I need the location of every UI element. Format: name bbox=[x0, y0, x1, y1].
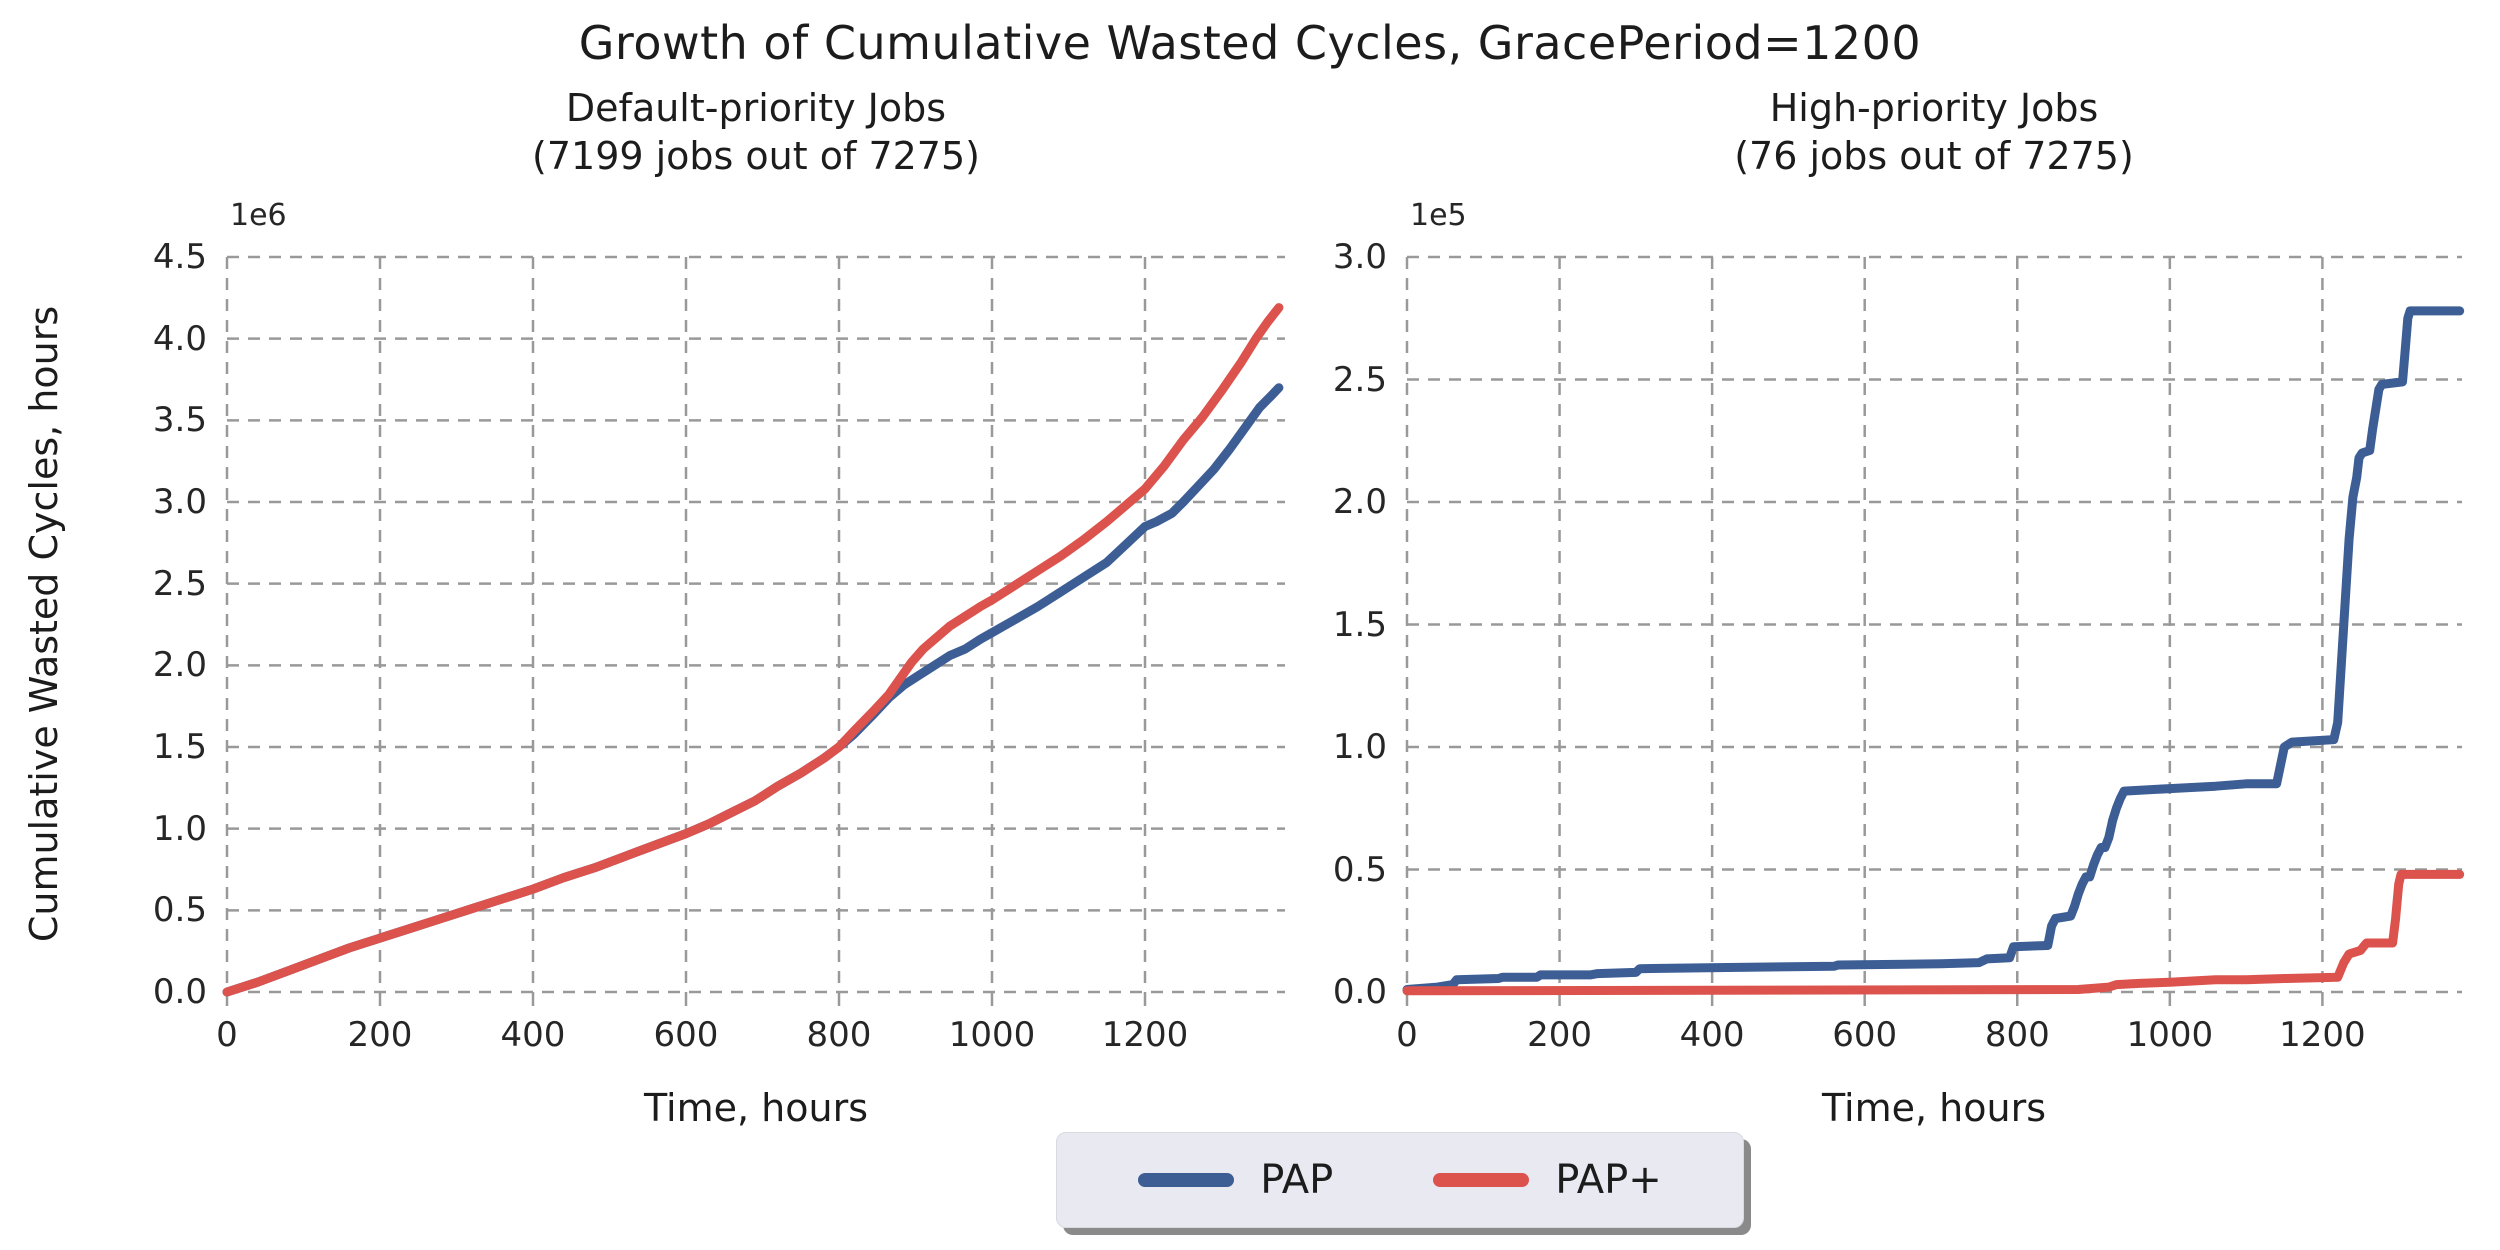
y-axis-label: Cumulative Wasted Cycles, hours bbox=[22, 305, 66, 943]
right-plot-x-tick-label: 800 bbox=[1984, 1015, 2050, 1055]
left-plot-x-tick-label: 400 bbox=[500, 1015, 566, 1055]
right-plot-x-tick-label: 0 bbox=[1396, 1015, 1418, 1055]
right-subplot-title-line2: (76 jobs out of 7275) bbox=[1734, 134, 2134, 178]
left-plot-y-tick-label: 0.5 bbox=[152, 890, 207, 931]
left-plot-y-tick-label: 2.0 bbox=[152, 645, 207, 686]
right-plot-y-tick-label: 2.5 bbox=[1332, 359, 1387, 400]
right-y-offset-text: 1e5 bbox=[1410, 198, 1467, 233]
pap-legend-label: PAP bbox=[1260, 1157, 1334, 1203]
left-plot-y-tick-label: 4.0 bbox=[152, 318, 207, 359]
right-x-axis-label: Time, hours bbox=[1822, 1086, 2046, 1130]
left-plot bbox=[222, 255, 1285, 1006]
right-plot-y-tick-label: 3.0 bbox=[1332, 237, 1387, 277]
left-plot-x-tick-label: 800 bbox=[806, 1015, 872, 1055]
right-plot-y-tick-label: 0.5 bbox=[1332, 849, 1387, 890]
left-plot-y-tick-label: 3.5 bbox=[152, 400, 207, 441]
left-x-axis-label: Time, hours bbox=[644, 1086, 868, 1130]
legend-item-pap: PAP bbox=[1138, 1157, 1333, 1203]
right-plot-y-tick-label: 2.0 bbox=[1332, 482, 1387, 522]
right-plot-x-tick-label: 600 bbox=[1832, 1015, 1898, 1055]
figure-title: Growth of Cumulative Wasted Cycles, Grac… bbox=[578, 16, 1922, 70]
left-plot-series-pap-plus bbox=[222, 303, 1284, 997]
right-plot-y-tick-label: 0.0 bbox=[1332, 972, 1387, 1012]
left-plot-x-tick-label: 0 bbox=[216, 1015, 238, 1055]
pap-plus-line-swatch bbox=[1433, 1173, 1530, 1187]
pap-plus-legend-label: PAP+ bbox=[1555, 1157, 1662, 1203]
left-plot-y-tick-label: 3.0 bbox=[152, 482, 207, 522]
right-plot bbox=[1402, 255, 2465, 1006]
left-plot-y-tick-label: 4.5 bbox=[152, 237, 207, 277]
right-plot-y-tick-label: 1.0 bbox=[1332, 727, 1387, 767]
right-plot-x-tick-label: 400 bbox=[1679, 1015, 1745, 1055]
left-subplot-title-line2: (7199 jobs out of 7275) bbox=[532, 134, 980, 178]
pap-line-swatch bbox=[1138, 1173, 1235, 1187]
left-plot-x-tick-label: 1200 bbox=[1101, 1015, 1189, 1055]
right-plot-x-tick-label: 200 bbox=[1527, 1015, 1593, 1055]
left-plot-y-tick-label: 1.5 bbox=[152, 727, 207, 767]
left-plot-x-tick-label: 600 bbox=[653, 1015, 719, 1055]
left-plot-y-tick-label: 1.0 bbox=[152, 808, 207, 849]
right-plot-y-tick-label: 1.5 bbox=[1332, 604, 1387, 645]
right-plot-x-tick-label: 1000 bbox=[2126, 1015, 2214, 1055]
left-plot-y-tick-label: 0.0 bbox=[152, 972, 207, 1012]
left-subplot-title-line1: Default-priority Jobs bbox=[565, 86, 947, 130]
left-plot-y-tick-label: 2.5 bbox=[152, 563, 207, 604]
left-y-offset-text: 1e6 bbox=[230, 198, 287, 233]
left-plot-x-tick-label: 200 bbox=[347, 1015, 413, 1055]
legend-item-pap-plus: PAP+ bbox=[1433, 1157, 1662, 1203]
right-plot-x-tick-label: 1200 bbox=[2279, 1015, 2366, 1055]
right-plot-series-pap bbox=[1402, 306, 2465, 994]
right-subplot-title-line1: High-priority Jobs bbox=[1769, 86, 2099, 130]
left-subplot-title: Default-priority Jobs (7199 jobs out of … bbox=[306, 84, 1206, 180]
left-plot-x-tick-label: 1000 bbox=[948, 1015, 1036, 1055]
right-plot-series-pap-plus bbox=[1402, 869, 2465, 996]
legend: PAP PAP+ bbox=[1056, 1132, 1744, 1228]
right-subplot-title: High-priority Jobs (76 jobs out of 7275) bbox=[1484, 84, 2384, 180]
left-plot-series-pap bbox=[222, 383, 1284, 997]
